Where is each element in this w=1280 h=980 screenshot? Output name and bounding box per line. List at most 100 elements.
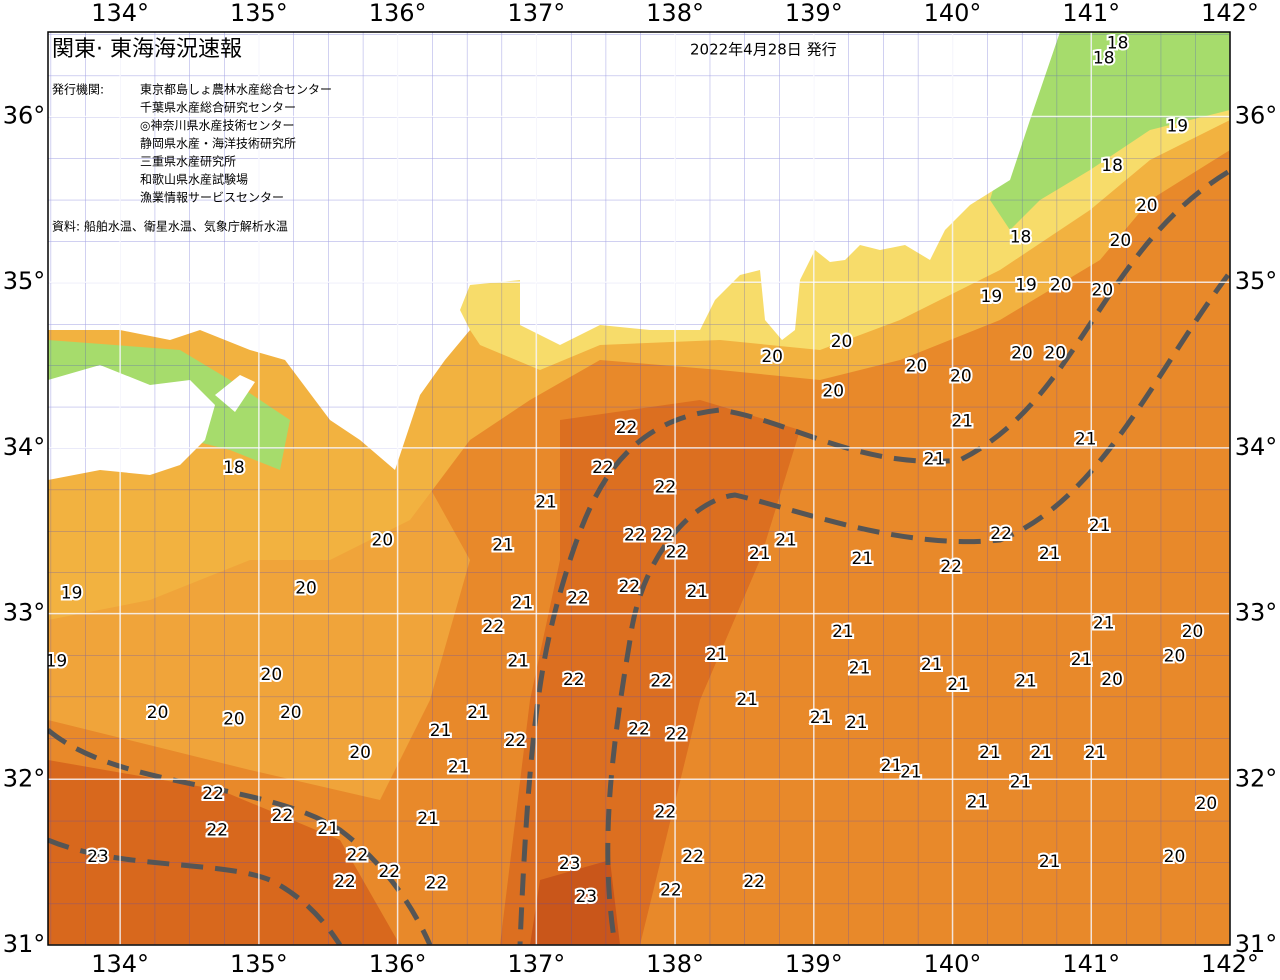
temperature-label: 21 [1093,614,1115,634]
x-tick-label: 141° [1062,950,1120,978]
publisher: 三重県水産研究所 [140,154,236,169]
temperature-label: 21 [1089,516,1111,536]
issue-date: 2022年4月28日 発行 [690,41,837,59]
temperature-label: 20 [1050,276,1072,296]
temperature-label: 19 [46,652,68,672]
x-tick-label: 134° [91,0,149,27]
y-tick-label: 36° [3,102,46,130]
temperature-label: 20 [280,703,302,723]
publisher: 和歌山県水産試験場 [140,172,248,187]
temperature-label: 18 [1010,227,1032,247]
temperature-label: 23 [559,854,581,874]
temperature-label: 21 [1085,743,1107,763]
temperature-label: 18 [1107,34,1129,54]
temperature-label: 22 [272,806,294,826]
temperature-label: 22 [652,526,674,546]
x-tick-label: 137° [507,950,565,978]
temperature-label: 23 [575,887,597,907]
y-tick-label: 32° [1235,764,1278,792]
temperature-label: 20 [761,347,783,367]
temperature-label: 19 [1015,276,1037,296]
temperature-label: 22 [655,478,677,498]
temperature-label: 21 [492,536,514,556]
temperature-label: 20 [1164,647,1186,667]
temperature-label: 20 [1196,794,1218,814]
temperature-label: 21 [775,531,797,551]
temperature-label: 22 [616,418,638,438]
temperature-label: 22 [334,872,356,892]
temperature-label: 22 [483,617,505,637]
x-tick-label: 142° [1201,0,1259,27]
temperature-label: 20 [295,579,317,599]
x-tick-label: 135° [230,0,288,27]
temperature-label: 21 [832,622,854,642]
temperature-label: 20 [831,332,853,352]
x-tick-label: 141° [1062,0,1120,27]
temperature-label: 21 [951,411,973,431]
x-tick-label: 136° [369,950,427,978]
temperature-label: 20 [1136,196,1158,216]
y-tick-label: 31° [1235,930,1278,958]
temperature-label: 21 [686,582,708,602]
temperature-label: 21 [512,594,534,614]
x-tick-label: 140° [924,0,982,27]
x-tick-label: 140° [924,950,982,978]
temperature-label: 22 [650,672,672,692]
source: 資料: 船舶水温、衛星水温、気象庁解析水温 [52,219,288,234]
temperature-label: 20 [147,703,169,723]
temperature-label: 21 [317,819,339,839]
axis-labels: 134° 134° 135° 135° 136° 136° 137° 137° 138° 138°… [3,0,1278,978]
temperature-label: 21 [448,758,470,778]
publisher: 漁業情報サービスセンター [140,191,284,205]
temperature-label: 22 [592,458,614,478]
temperature-label: 22 [666,725,688,745]
frame [47,31,1231,946]
temperature-label: 21 [467,703,489,723]
x-tick-label: 139° [785,0,843,27]
temperature-label: 23 [87,847,109,867]
temperature-label: 21 [846,713,868,733]
x-tick-label: 139° [785,950,843,978]
minor-grid [48,32,1230,945]
publisher-label: 発行機関: [52,82,104,97]
temperature-label: 22 [202,784,224,804]
temperature-label: 21 [1075,430,1097,450]
temperature-label: 21 [852,549,874,569]
x-tick-label: 137° [507,0,565,27]
front-line [517,169,1230,945]
x-tick-label: 135° [230,950,288,978]
temperature-label: 20 [261,665,283,685]
temperature-label: 21 [430,721,452,741]
temperature-label: 22 [666,542,688,562]
temperature-label: 22 [378,862,400,882]
temperature-label: 20 [1164,847,1186,867]
temperature-label: 21 [900,763,922,783]
temperature-label: 21 [921,655,943,675]
temperature-label: 22 [624,526,646,546]
temperature-label: 22 [660,880,682,900]
y-tick-label: 36° [1235,102,1278,130]
temperature-label: 22 [347,846,369,866]
temperature-label: 20 [223,710,245,730]
temperature-label: 20 [822,382,844,402]
temperature-label: 20 [906,357,928,377]
y-tick-label: 33° [3,599,46,627]
temperature-label: 22 [990,524,1012,544]
y-tick-label: 34° [3,433,46,461]
major-grid [48,32,1230,945]
publisher: 千葉県水産総合研究センター [140,100,296,115]
temperature-label: 18 [223,458,245,478]
temperature-label: 19 [1166,116,1188,136]
temperature-label: 22 [743,872,765,892]
temperature-label: 22 [567,589,589,609]
y-tick-label: 35° [3,267,46,295]
temperature-label: 21 [535,493,557,513]
temperature-label: 21 [924,450,946,470]
temperature-label: 22 [940,557,962,577]
temperature-label: 19 [61,584,83,604]
publisher: 東京都島しょ農林水産総合センター [140,82,332,97]
temperature-label: 21 [749,544,771,564]
x-tick-label: 138° [646,0,704,27]
